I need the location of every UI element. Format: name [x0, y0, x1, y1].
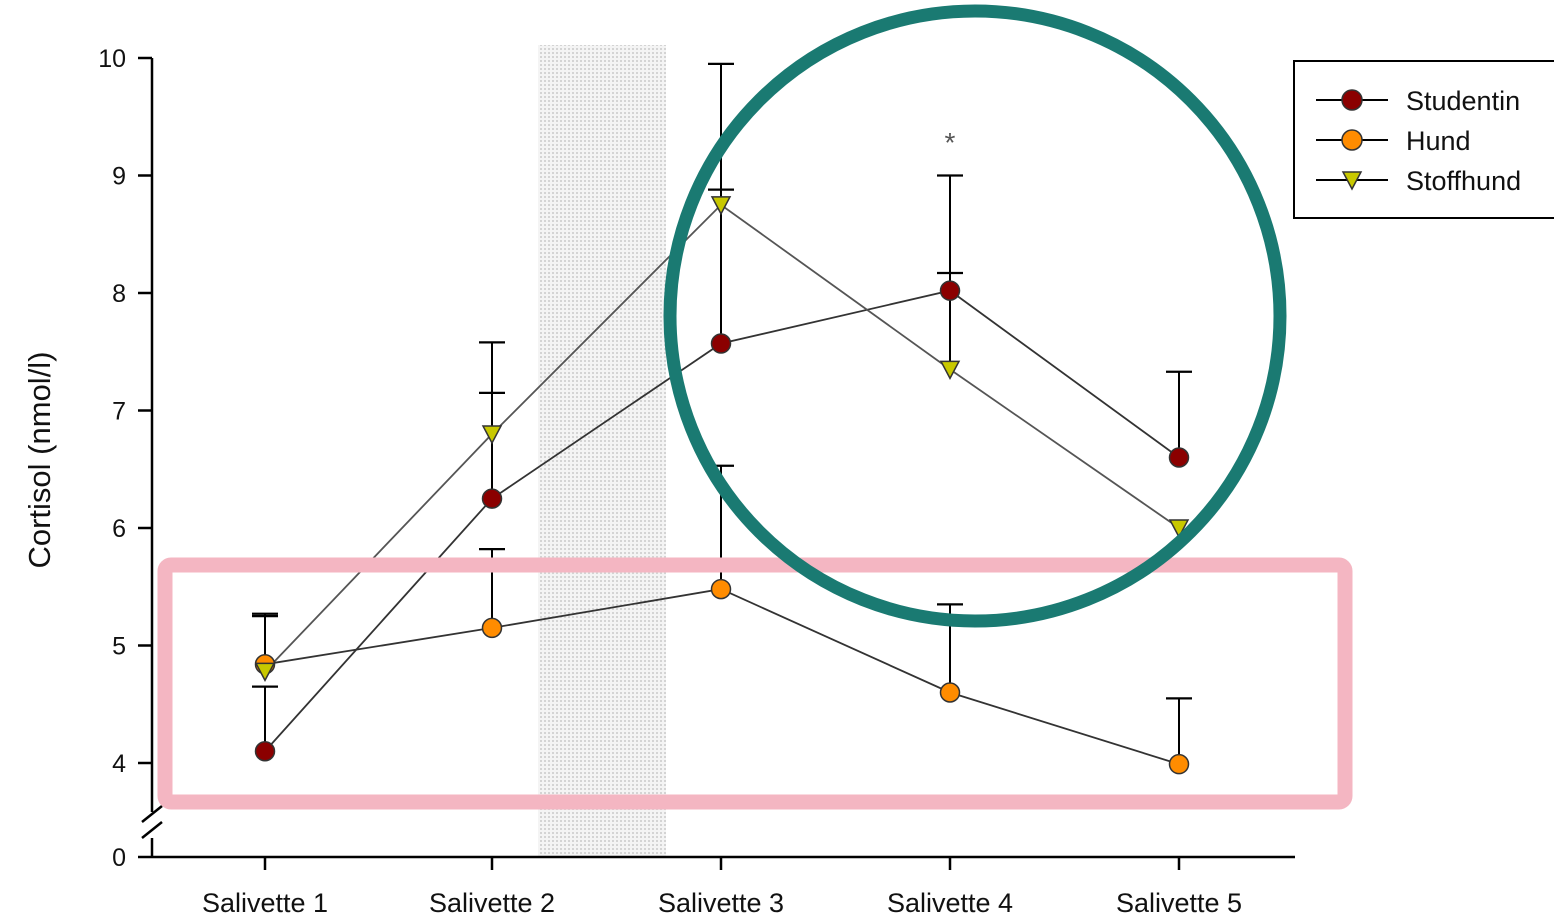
y-tick-label: 10	[98, 45, 126, 73]
y-tick-label: 7	[112, 398, 126, 426]
axis-break-mark	[141, 805, 163, 823]
data-point-studentin	[1168, 447, 1190, 468]
shaded-band	[538, 45, 666, 857]
y-tick-label: 9	[112, 163, 126, 191]
data-point-stoffhund	[254, 662, 276, 682]
series-layer	[252, 62, 1192, 775]
y-tick-label: 0	[112, 844, 126, 872]
data-point-stoffhund	[939, 360, 961, 380]
annotations	[157, 4, 1353, 810]
data-point-studentin	[710, 333, 732, 354]
x-tick-label: Salivette 3	[658, 888, 784, 918]
data-point-stoffhund	[1168, 519, 1190, 539]
axes	[141, 58, 1295, 859]
data-point-studentin	[254, 741, 276, 762]
y-tick-label: 4	[112, 750, 126, 778]
data-point-hund	[710, 578, 732, 600]
data-point-hund	[481, 617, 503, 639]
highlight-circle	[663, 4, 1287, 628]
y-tick-label: 5	[112, 633, 126, 661]
legend-label: Hund	[1406, 126, 1471, 156]
y-axis-label: Cortisol (nmol/l)	[22, 351, 57, 568]
data-point-studentin	[481, 488, 503, 509]
legend-marker	[1341, 171, 1363, 191]
y-tick-label: 8	[112, 280, 126, 308]
data-point-hund	[939, 682, 961, 703]
data-point-hund	[1168, 753, 1190, 775]
legend: Studentin Hund Stoffhund	[1293, 60, 1554, 219]
x-tick-label: Salivette 4	[887, 888, 1013, 918]
legend-marker	[1341, 129, 1363, 151]
legend-label: Studentin	[1406, 86, 1520, 116]
data-point-stoffhund	[710, 196, 732, 216]
x-tick-label: Salivette 2	[429, 888, 555, 918]
x-tick-label: Salivette 5	[1116, 888, 1242, 918]
y-tick-label: 6	[112, 515, 126, 543]
y-axis-ticks: 10 9 8 7 6 5 4 0	[98, 45, 152, 872]
axis-break-mark	[141, 821, 163, 839]
data-point-stoffhund	[481, 425, 503, 445]
x-tick-label: Salivette 1	[202, 888, 328, 918]
legend-label: Stoffhund	[1406, 166, 1521, 196]
significance-marker: *	[945, 127, 956, 158]
data-point-studentin	[939, 280, 961, 301]
highlight-rectangle	[157, 557, 1353, 810]
legend-marker	[1341, 89, 1363, 111]
x-axis-ticks: Salivette 1 Salivette 2 Salivette 3 Salivet…	[202, 857, 1242, 918]
